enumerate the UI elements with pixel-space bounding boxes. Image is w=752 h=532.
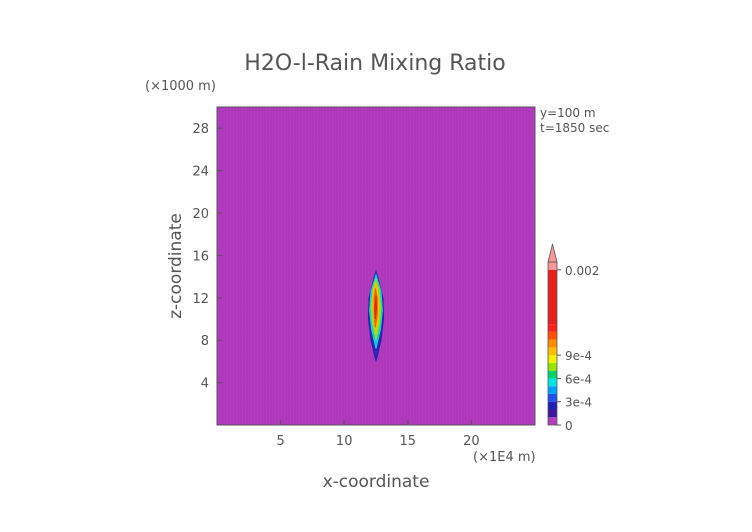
colorbar-segment — [548, 386, 557, 394]
rain-feature — [367, 269, 385, 362]
y-tick-label: 16 — [192, 249, 209, 264]
x-axis: 5 10 15 20 — [276, 420, 480, 449]
x-tick-label: 10 — [336, 434, 353, 449]
colorbar-segment — [548, 409, 557, 418]
y-tick-label: 8 — [201, 334, 209, 349]
colorbar-segment — [548, 417, 557, 425]
plot-area — [216, 106, 536, 426]
y-tick-label: 28 — [192, 122, 209, 137]
colorbar-label: 0 — [565, 419, 573, 433]
colorbar-segment — [548, 339, 557, 348]
x-tick-label: 15 — [400, 434, 417, 449]
mesh-lines — [217, 107, 535, 425]
x-tick-label: 5 — [276, 434, 284, 449]
contour-level — [374, 295, 378, 320]
colorbar-label: 6e-4 — [565, 372, 592, 386]
plot-frame — [216, 106, 536, 426]
y-tick-label: 20 — [192, 207, 209, 222]
y-tick-label: 24 — [192, 165, 209, 180]
colorbar-segment — [548, 347, 557, 356]
colorbar-segment — [548, 370, 557, 379]
colorbar-segment — [548, 378, 557, 387]
colorbar-segment — [548, 262, 557, 270]
colorbar-segment — [548, 269, 557, 325]
colorbar-segment — [548, 362, 557, 371]
annotation-y-position: y=100 m — [540, 106, 596, 120]
annotation-time: t=1850 sec — [540, 121, 609, 135]
y-unit-label: (×1000 m) — [145, 79, 216, 94]
colorbar-segment — [548, 393, 557, 402]
colorbar-segment — [548, 331, 557, 340]
y-tick-label: 4 — [201, 377, 209, 392]
y-axis: 4 8 12 16 20 24 28 — [192, 122, 222, 392]
colorbar-label: 0.002 — [565, 264, 599, 278]
y-tick-label: 12 — [192, 292, 209, 307]
x-axis-label: x-coordinate — [323, 472, 430, 492]
colorbar-segment — [548, 324, 557, 332]
colorbar-label: 3e-4 — [565, 396, 592, 410]
x-tick-label: 20 — [463, 434, 480, 449]
colorbar-label: 9e-4 — [565, 349, 592, 363]
x-unit-label: (×1E4 m) — [473, 450, 536, 465]
colorbar: 0 3e-4 6e-4 9e-4 0.002 — [547, 243, 599, 433]
colorbar-segment — [548, 355, 557, 363]
colorbar-extend-arrow — [547, 243, 558, 263]
y-axis-label: z-coordinate — [166, 213, 186, 319]
chart-title: H2O-l-Rain Mixing Ratio — [244, 51, 505, 76]
colorbar-segment — [548, 401, 557, 410]
